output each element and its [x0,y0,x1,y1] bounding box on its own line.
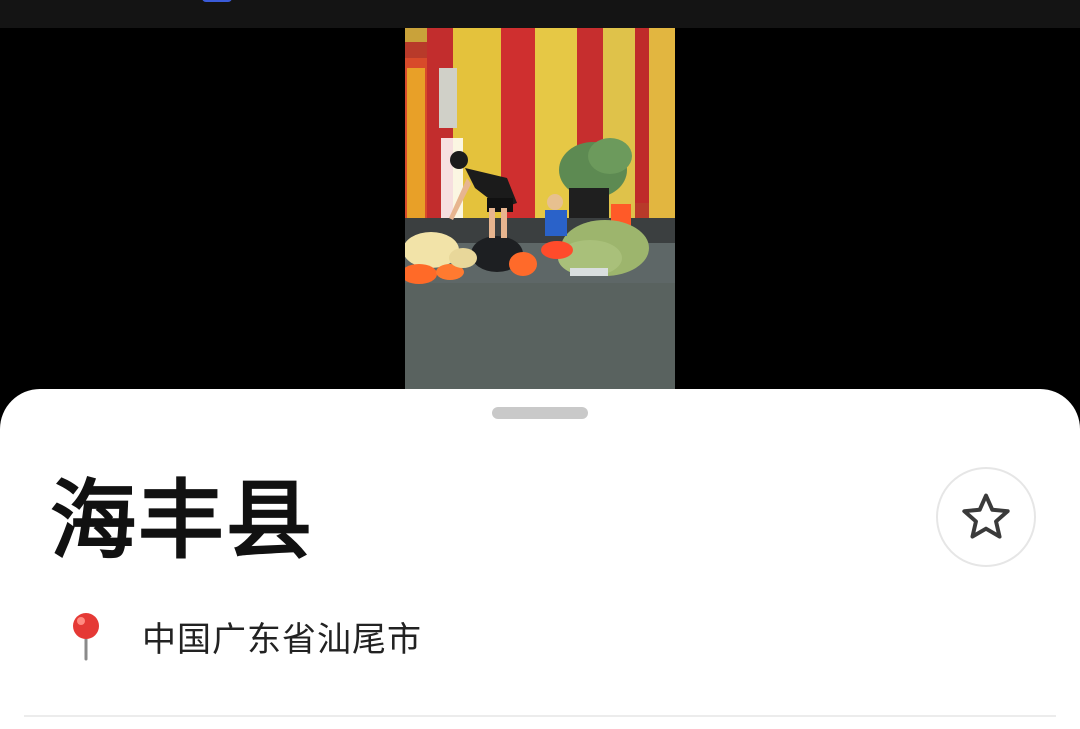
place-details-sheet: 海丰县 中国广东省汕尾市 [0,389,1080,729]
video-player[interactable] [405,28,675,390]
drag-handle[interactable] [492,407,588,419]
map-pin-icon [73,613,99,661]
address-text: 中国广东省汕尾市 [142,619,422,660]
top-bar [0,0,1080,28]
favorite-button[interactable] [936,467,1036,567]
divider [24,715,1056,717]
place-title: 海丰县 [50,471,314,571]
video-frame-image [405,28,675,390]
status-indicator [202,0,232,2]
address-row: 中国广东省汕尾市 [64,611,422,661]
star-outline-icon [962,493,1010,539]
